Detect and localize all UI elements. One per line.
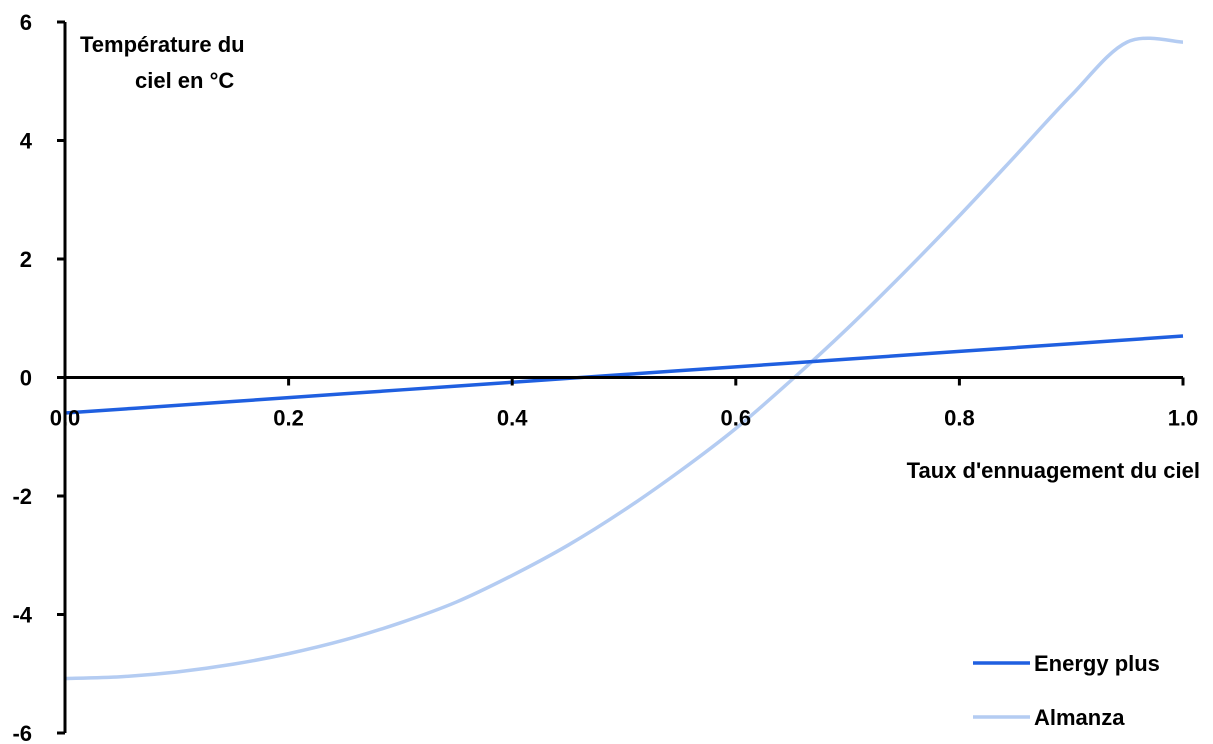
x-tick-label: 0.6: [721, 406, 752, 431]
series-line-energy-plus: [64, 334, 1184, 415]
y-tick-label: 2: [20, 247, 32, 272]
y-tick-label: -4: [12, 603, 32, 628]
legend-label-energy-plus: Energy plus: [1034, 651, 1160, 676]
y-axis-title-line-1: Température du: [80, 32, 245, 57]
y-tick-label: 4: [20, 129, 33, 154]
series-line-almanza: [64, 36, 1184, 681]
x-tick-label: 0.0: [50, 406, 81, 431]
y-axis-title-line-2: ciel en °C: [135, 68, 234, 93]
x-tick-label: 1.0: [1168, 406, 1199, 431]
x-tick-label: 0.8: [944, 406, 975, 431]
y-tick-label: 6: [20, 10, 32, 35]
y-tick-label: -6: [12, 721, 32, 744]
legend: Energy plus Almanza: [973, 651, 1160, 730]
series-layer: [64, 36, 1184, 681]
y-tick-label: 0: [20, 366, 32, 391]
x-tick-label: 0.2: [273, 406, 304, 431]
y-tick-label: -2: [12, 484, 32, 509]
legend-label-almanza: Almanza: [1034, 705, 1125, 730]
y-ticks: -6 -4 -2 0 2 4 6: [12, 10, 65, 744]
x-axis-title: Taux d'ennuagement du ciel: [907, 458, 1200, 483]
x-ticks: 0.0 0.2 0.4 0.6 0.8 1.0: [50, 377, 1199, 431]
x-tick-label: 0.4: [497, 406, 528, 431]
